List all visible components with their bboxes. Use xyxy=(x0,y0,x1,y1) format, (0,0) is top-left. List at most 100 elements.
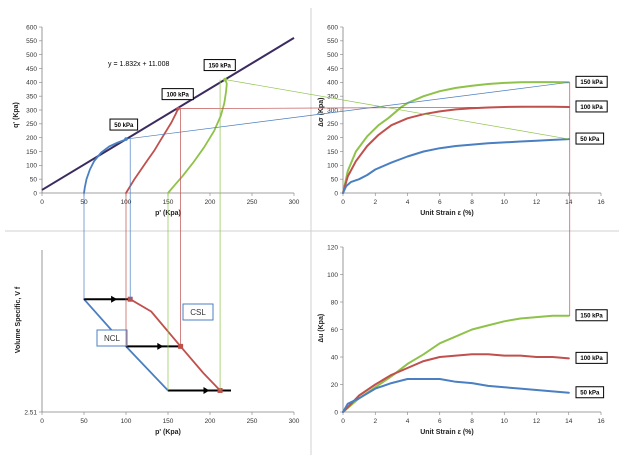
y-tick-label: 550 xyxy=(327,38,338,45)
stress-path-line-1 xyxy=(125,107,179,194)
y-axis-label: q' (Kpa) xyxy=(13,102,20,128)
series-end-label: 150 kPa xyxy=(580,80,603,86)
y-tick-label: 0 xyxy=(334,190,338,197)
x-tick-label: 8 xyxy=(470,418,474,425)
y-tick-label: 150 xyxy=(26,149,37,156)
chart-pore-pressure-strain: 0 2 4 6 8 10 12 14 16 0 20 40 60 80 100 120 Unit Strain … xyxy=(318,244,608,436)
series-end-label: 100 kPa xyxy=(580,356,603,362)
pore-pressure-line-1 xyxy=(342,353,570,413)
projection-horizontal xyxy=(125,81,569,140)
y-tick-label: 0 xyxy=(334,409,338,416)
x-tick-label: 200 xyxy=(205,199,216,206)
x-tick-label: 300 xyxy=(289,418,300,425)
y-tick-label: 600 xyxy=(327,24,338,31)
y-tick-label: 350 xyxy=(327,93,338,100)
series-end-label-box xyxy=(575,386,605,399)
arrow-head xyxy=(203,386,210,394)
x-axis-label: Unit Strain ε (%) xyxy=(420,210,474,217)
x-tick-label: 150 xyxy=(163,418,174,425)
series-end-label: 100 kPa xyxy=(580,105,603,111)
y-tick-label: 450 xyxy=(26,66,37,73)
x-tick-label: 16 xyxy=(597,418,605,425)
y-tick-label: 300 xyxy=(26,107,37,114)
x-tick-label: 10 xyxy=(501,199,509,206)
x-tick-label: 0 xyxy=(341,199,345,206)
arrow-head xyxy=(111,295,118,303)
x-tick-label: 200 xyxy=(205,418,216,425)
y-tick-label: 40 xyxy=(331,354,339,361)
series-end-label-box xyxy=(575,75,608,88)
y-tick-label: 400 xyxy=(327,80,338,87)
confining-pressure-label: 50 kPa xyxy=(114,123,134,129)
y-tick-label: 250 xyxy=(327,121,338,128)
ncl-label: NCL xyxy=(104,334,121,343)
y-axis-label: ∆u (Kpa) xyxy=(318,314,325,342)
x-axis-label: p' (Kpa) xyxy=(155,429,181,436)
y-axis-label: ∆σ (Kpa) xyxy=(318,98,325,127)
stress-path-line-2 xyxy=(167,78,228,194)
x-tick-label: 0 xyxy=(40,199,44,206)
y-tick-label: 50 xyxy=(331,176,339,183)
ncl-label-box xyxy=(96,329,128,347)
y-tick-label: 350 xyxy=(26,93,37,100)
series-end-label: 50 kPa xyxy=(580,391,600,397)
csl-label-box xyxy=(182,303,214,321)
x-tick-label: 100 xyxy=(121,418,132,425)
series-end-label: 50 kPa xyxy=(580,137,600,143)
series-end-label-box xyxy=(575,351,608,364)
x-tick-label: 14 xyxy=(565,199,573,206)
y-tick-label: 100 xyxy=(327,272,338,279)
csl-fit-line xyxy=(41,37,295,191)
y-tick-label: 450 xyxy=(327,66,338,73)
y-tick-label: 300 xyxy=(327,107,338,114)
x-tick-label: 250 xyxy=(247,199,258,206)
csl-label: CSL xyxy=(190,308,206,317)
x-tick-label: 16 xyxy=(597,199,605,206)
x-tick-label: 2 xyxy=(373,199,377,206)
y-tick-label: 120 xyxy=(327,244,338,251)
x-tick-label: 4 xyxy=(406,199,410,206)
series-end-label: 150 kPa xyxy=(580,314,603,320)
y-tick-label: 200 xyxy=(26,135,37,142)
deviator-stress-line-0 xyxy=(342,81,570,194)
y-tick-label: 100 xyxy=(26,163,37,170)
confining-pressure-label-box xyxy=(109,118,139,131)
x-tick-label: 4 xyxy=(406,418,410,425)
y-tick-label: 60 xyxy=(331,327,339,334)
x-tick-label: 6 xyxy=(438,199,442,206)
x-tick-label: 6 xyxy=(438,418,442,425)
x-tick-label: 0 xyxy=(341,418,345,425)
fit-equation: y = 1.832x + 11.008 xyxy=(108,61,169,68)
y-tick-label: 500 xyxy=(327,52,338,59)
x-tick-label: 2 xyxy=(373,418,377,425)
series-end-label-box xyxy=(575,132,605,145)
y-tick-label: 100 xyxy=(327,163,338,170)
y-axis-label: Volume Specific, V f xyxy=(15,286,22,353)
series-end-label-box xyxy=(575,100,608,113)
y-tick-label: 250 xyxy=(26,121,37,128)
x-tick-label: 50 xyxy=(80,418,88,425)
x-tick-label: 250 xyxy=(247,418,258,425)
y-tick-label: 600 xyxy=(26,24,37,31)
projection-lines xyxy=(83,79,571,391)
projection-horizontal xyxy=(225,79,569,140)
y-tick-label: 0 xyxy=(33,190,37,197)
stress-path-line-0 xyxy=(83,138,128,194)
x-tick-label: 12 xyxy=(533,418,541,425)
x-tick-label: 14 xyxy=(565,418,573,425)
y-tick-label: 150 xyxy=(327,149,338,156)
confining-pressure-label-box xyxy=(161,88,194,101)
projection-horizontal xyxy=(178,106,569,109)
y-tick-label: 200 xyxy=(327,135,338,142)
deviator-stress-line-2 xyxy=(342,138,570,194)
chart-volume-p: 0 50 100 150 200 250 300 2.51 p' (Kpa) Volume Spe… xyxy=(15,250,300,436)
x-tick-label: 0 xyxy=(40,418,44,425)
x-tick-label: 8 xyxy=(470,199,474,206)
y-tick-label: 20 xyxy=(331,382,339,389)
x-axis-label: Unit Strain ε (%) xyxy=(420,429,474,436)
confining-pressure-label: 100 kPa xyxy=(167,92,190,98)
y-tick-label: 2.51 xyxy=(24,409,37,416)
series-end-label-box xyxy=(575,309,608,322)
y-tick-label: 550 xyxy=(26,38,37,45)
